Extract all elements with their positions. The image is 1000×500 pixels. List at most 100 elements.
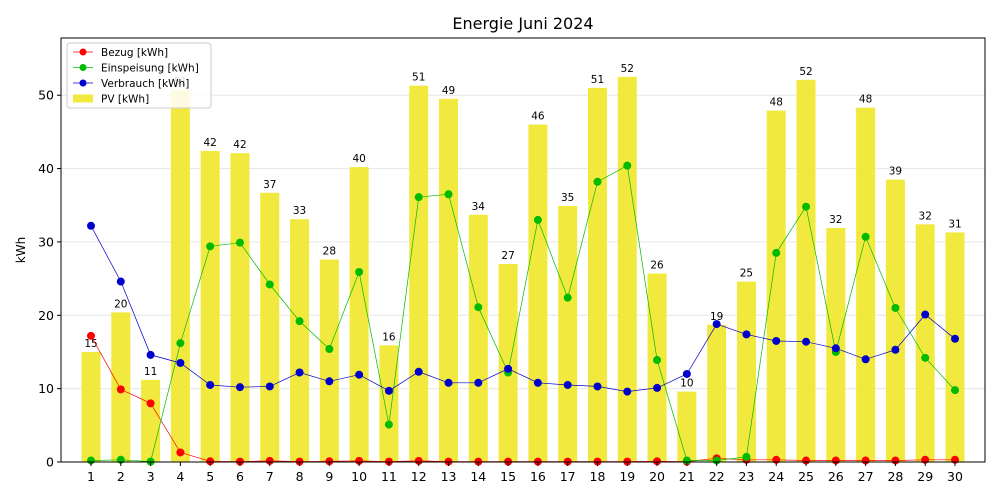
x-tick-label-16: 16	[530, 469, 546, 484]
pv-bar-15	[498, 263, 518, 462]
pv-bar-22	[707, 324, 727, 462]
legend-label-1: Einspeisung [kWh]	[101, 63, 199, 75]
pv-bar-14	[468, 214, 488, 462]
pv-bar-label-30: 31	[948, 218, 961, 230]
pv-bar-label-17: 35	[561, 192, 574, 204]
series-1-point-24	[772, 248, 781, 257]
pv-bar-label-28: 39	[889, 166, 902, 178]
series-2-point-11	[384, 386, 393, 395]
x-tick-label-28: 28	[887, 469, 903, 484]
x-tick-label-11: 11	[381, 469, 397, 484]
legend-marker-1	[79, 64, 87, 71]
series-0-point-3	[146, 399, 155, 408]
pv-bar-23	[736, 281, 756, 462]
pv-bar-3	[141, 379, 161, 462]
x-tick-label-9: 9	[325, 469, 333, 484]
series-1-point-19	[623, 161, 632, 170]
x-tick-label-24: 24	[768, 469, 784, 484]
pv-bar-label-14: 34	[472, 201, 486, 213]
series-line-0	[90, 335, 955, 462]
series-2-point-27	[861, 355, 870, 364]
pv-bar-label-8: 33	[293, 205, 306, 217]
pv-bar-label-2: 20	[114, 298, 127, 310]
series-2-point-21	[682, 369, 691, 378]
y-axis-ticks: 0 10 20 30 40 50	[38, 88, 61, 470]
y-tick-label-40: 40	[38, 161, 54, 176]
pv-bar-label-16: 46	[531, 111, 545, 123]
x-tick-label-20: 20	[649, 469, 665, 484]
series-1-point-29	[921, 353, 930, 362]
series-1-point-17	[563, 293, 572, 302]
series-1-point-5	[206, 242, 215, 251]
x-tick-label-13: 13	[441, 469, 457, 484]
pv-bar-29	[915, 224, 935, 462]
y-tick-label-30: 30	[38, 234, 54, 249]
pv-bar-label-29: 32	[919, 210, 932, 222]
x-tick-label-5: 5	[206, 469, 214, 484]
series-2-point-18	[593, 382, 602, 391]
pv-bar-25	[796, 79, 816, 463]
pv-bar-8	[290, 219, 310, 462]
series-0-point-26	[831, 456, 840, 465]
series-0-point-5	[206, 457, 215, 466]
series-2-point-22	[712, 320, 721, 329]
pv-bar-24	[766, 110, 786, 463]
pv-bar-label-13: 49	[442, 85, 455, 97]
x-tick-label-22: 22	[709, 469, 725, 484]
pv-bar-label-7: 37	[263, 179, 276, 191]
series-2-point-24	[772, 336, 781, 345]
pv-bar-label-27: 48	[859, 94, 872, 106]
pv-bar-label-15: 27	[501, 250, 514, 262]
pv-bar-label-11: 16	[382, 331, 396, 343]
series-2-point-28	[891, 345, 900, 354]
series-0-point-2	[116, 385, 125, 394]
x-tick-label-18: 18	[590, 469, 606, 484]
series-2-point-26	[831, 344, 840, 353]
pv-bar-label-12: 51	[412, 72, 425, 84]
series-2-point-19	[623, 387, 632, 396]
pv-bar-11	[379, 345, 399, 462]
pv-bars	[81, 76, 965, 463]
series-2-point-30	[951, 334, 959, 343]
series-2-point-6	[235, 383, 244, 392]
pv-bar-18	[587, 87, 607, 462]
pv-bar-5	[200, 150, 220, 462]
legend-marker-0	[79, 48, 87, 56]
pv-bar-16	[528, 124, 548, 463]
series-1-point-20	[653, 356, 662, 365]
series-1-point-25	[802, 202, 811, 211]
x-tick-label-4: 4	[176, 469, 184, 484]
series-1-point-6	[235, 238, 244, 247]
plot-frame	[60, 37, 986, 463]
x-tick-label-2: 2	[117, 469, 125, 484]
pv-bar-7	[260, 192, 280, 462]
y-tick-label-10: 10	[38, 381, 54, 396]
series-2-point-20	[653, 383, 662, 392]
series-line-1	[90, 165, 956, 462]
series-2-point-15	[504, 364, 513, 373]
x-tick-label-3: 3	[147, 469, 155, 484]
pv-bar-19	[617, 76, 637, 462]
series-2-point-12	[414, 367, 423, 376]
pv-bar-27	[856, 107, 876, 462]
series-0-point-28	[891, 456, 900, 465]
pv-bar-labels: 1520115142423733284016514934274635515226…	[84, 63, 961, 390]
x-tick-label-8: 8	[296, 469, 304, 484]
pv-bar-30	[945, 232, 965, 462]
series-2-point-13	[444, 378, 453, 387]
series-2-point-17	[563, 380, 572, 389]
pv-bar-label-3: 11	[144, 366, 157, 378]
series-1-point-14	[474, 303, 483, 312]
series-1-point-9	[325, 345, 334, 354]
series-1-point-21	[682, 456, 691, 465]
series-2-point-5	[206, 380, 215, 389]
x-tick-label-6: 6	[236, 469, 244, 484]
x-tick-label-23: 23	[738, 469, 754, 484]
legend-label-2: Verbrauch [kWh]	[101, 78, 189, 90]
x-tick-label-7: 7	[266, 469, 274, 484]
pv-bar-21	[677, 391, 697, 462]
series-2-point-7	[265, 382, 274, 391]
series-1-point-8	[295, 317, 304, 326]
x-tick-label-14: 14	[470, 469, 486, 484]
pv-bar-label-6: 42	[233, 139, 246, 151]
